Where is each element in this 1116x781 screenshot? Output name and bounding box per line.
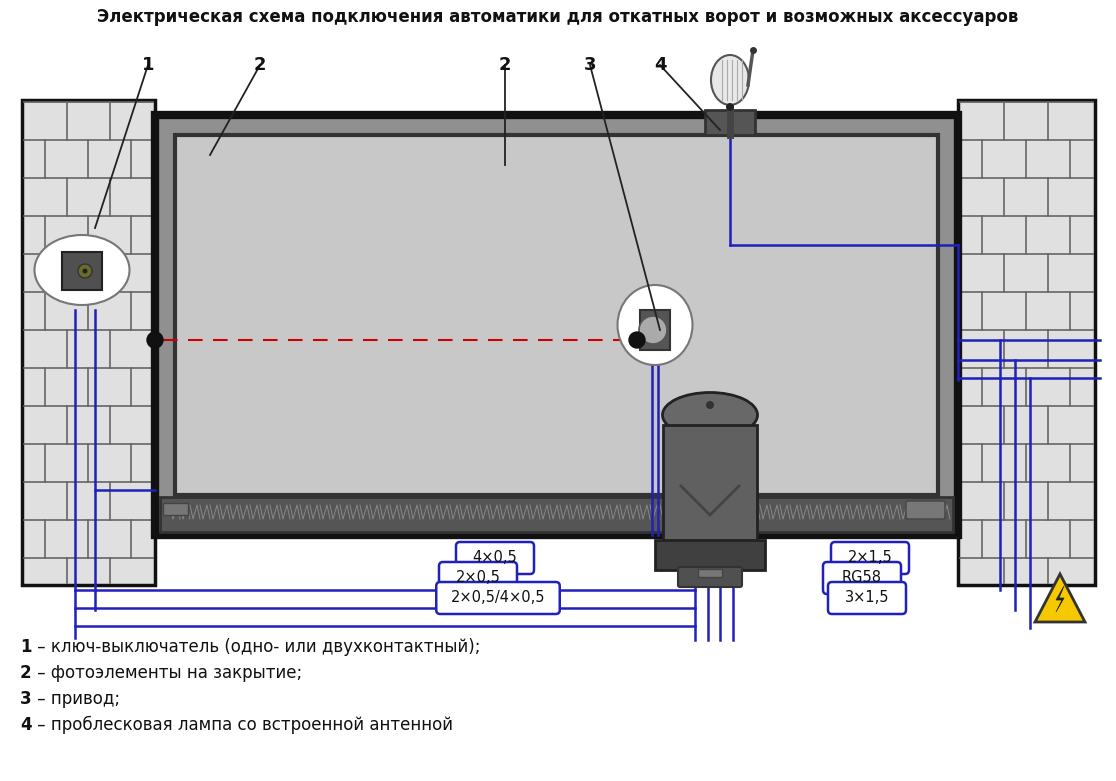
Bar [958,100,1095,585]
Ellipse shape [35,235,129,305]
Bar [663,425,757,545]
Circle shape [639,316,667,344]
FancyBboxPatch shape [828,582,906,614]
Circle shape [706,401,714,409]
FancyBboxPatch shape [439,562,517,594]
Text: – фотоэлементы на закрытие;: – фотоэлементы на закрытие; [32,664,302,682]
Circle shape [83,269,87,273]
Text: 1: 1 [142,56,154,74]
Text: 2: 2 [499,56,511,74]
Circle shape [147,332,163,348]
Circle shape [727,103,734,111]
Text: – ключ-выключатель (одно- или двухконтактный);: – ключ-выключатель (одно- или двухконтак… [32,638,481,656]
Bar [655,540,764,570]
Text: – проблесковая лампа со встроенной антенной: – проблесковая лампа со встроенной антен… [32,716,453,734]
Bar [705,110,756,135]
FancyBboxPatch shape [436,582,560,614]
Text: 3: 3 [584,56,596,74]
Bar [62,252,102,290]
FancyBboxPatch shape [456,542,533,574]
Text: 2: 2 [253,56,267,74]
Text: 2×0,5: 2×0,5 [455,570,500,586]
Text: 2: 2 [20,664,31,682]
Polygon shape [1056,586,1064,612]
Ellipse shape [617,285,693,365]
FancyBboxPatch shape [679,567,742,587]
Text: 4: 4 [654,56,666,74]
FancyBboxPatch shape [906,501,945,519]
Bar [163,503,187,515]
Ellipse shape [663,393,758,437]
Bar [160,497,953,532]
Text: 1: 1 [20,638,31,656]
Bar [155,115,958,535]
Circle shape [78,264,92,278]
Text: 3×1,5: 3×1,5 [845,590,889,605]
FancyBboxPatch shape [822,562,901,594]
Text: 3: 3 [20,690,31,708]
Ellipse shape [711,55,749,105]
Text: RG58: RG58 [841,570,882,586]
FancyBboxPatch shape [831,542,910,574]
Bar [22,100,155,585]
Polygon shape [1035,574,1085,622]
Text: 2×0,5/4×0,5: 2×0,5/4×0,5 [451,590,546,605]
Bar [175,135,939,495]
Text: 4: 4 [20,716,31,734]
Text: 2×1,5: 2×1,5 [848,551,893,565]
Text: Электрическая схема подключения автоматики для откатных ворот и возможных аксесс: Электрическая схема подключения автомати… [97,8,1019,26]
Bar [698,569,722,577]
Circle shape [629,332,645,348]
Text: – привод;: – привод; [32,690,121,708]
Text: 4×0,5: 4×0,5 [472,551,518,565]
Bar [639,310,670,350]
